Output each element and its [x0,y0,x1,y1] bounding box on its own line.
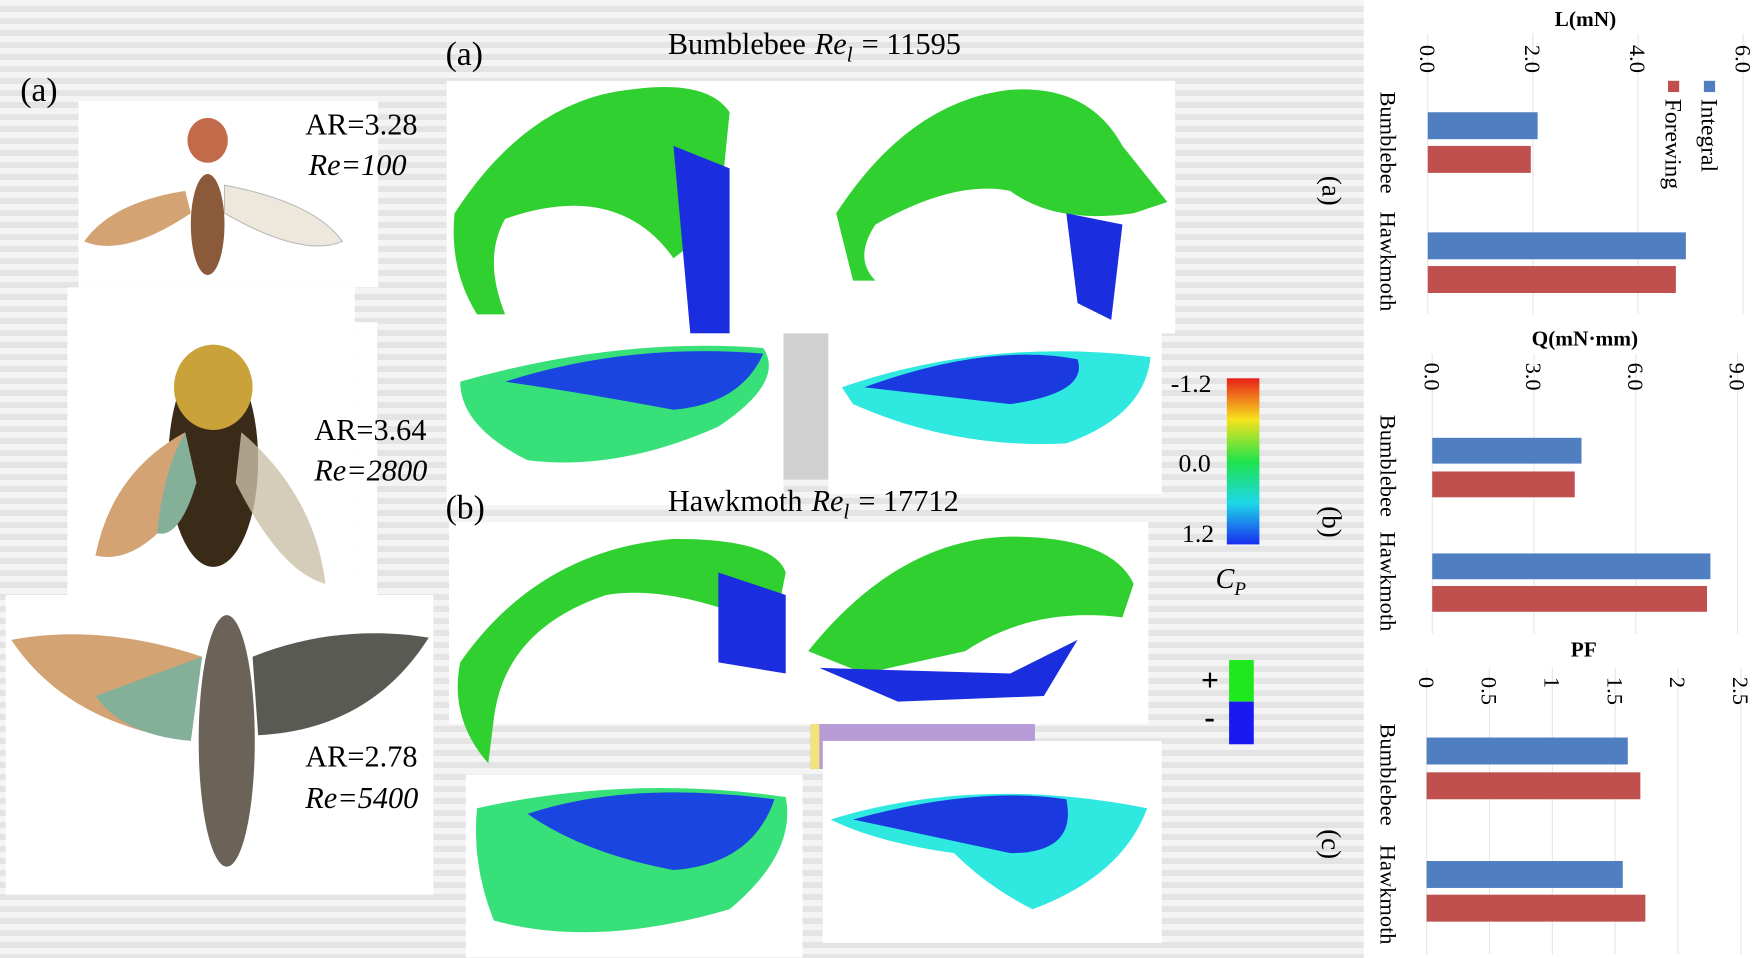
panel-title: Bumblebee Rel = 11595 [668,27,961,67]
chart-title: Q(mN·mm) [1532,327,1639,351]
legend-swatch [1667,80,1680,93]
aspect-ratio: AR=3.64 [314,413,426,447]
title-symbol: Re [810,484,843,518]
vortex-images [446,80,1176,958]
sign-swatch [1229,660,1254,702]
bar [1427,266,1676,293]
category-label: Bumblebee [1376,723,1401,825]
colorbar-tick: -1.2 [1171,369,1212,398]
title-value: = 17712 [858,484,958,518]
title-value: = 11595 [862,27,961,61]
x-tick-label: 0.5 [1477,677,1502,705]
panel-title: Hawkmoth Rel = 17712 [668,484,959,524]
category-label: Hawkmoth [1376,212,1401,312]
x-tick-label: 2.0 [1520,45,1545,73]
panel-label: (a) [446,36,483,73]
legend-swatch [1703,80,1716,93]
x-tick-label: 1 [1539,677,1564,688]
x-tick-label: 3.0 [1521,363,1546,391]
bar [1427,112,1538,140]
bar [1432,553,1711,580]
subscript: P [1233,579,1246,600]
x-tick-label: 6.0 [1730,45,1755,73]
sign-label: + [1201,662,1219,697]
chart-label: (b) [1316,506,1346,537]
bar [1432,437,1582,464]
category-label: Bumblebee [1376,415,1401,517]
title-name: Hawkmoth [668,484,803,518]
reynolds-number: Re=100 [308,148,407,182]
bar [1426,737,1628,765]
bar [1432,471,1575,498]
x-tick-label: 4.0 [1625,45,1650,73]
chart-label: (a) [1316,176,1346,206]
colorbar-label: CP [1216,564,1247,600]
symbol: C [1216,564,1235,595]
title-subscript: l [847,43,853,67]
x-tick-label: 1.5 [1602,677,1627,705]
bar [1426,894,1646,922]
category-label: Bumblebee [1376,91,1401,193]
chart-label: (c) [1316,829,1346,859]
chart-title: L(mN) [1555,7,1617,31]
x-tick-label: 0 [1414,677,1439,688]
x-tick-label: 9.0 [1725,363,1750,391]
x-tick-label: 2 [1665,677,1690,688]
category-label: Hawkmoth [1376,532,1401,632]
chart-title: PF [1571,638,1597,662]
colorbar [1226,378,1260,545]
colorbar-tick: 0.0 [1179,448,1211,477]
x-tick-label: 0.0 [1419,363,1444,391]
title-name: Bumblebee [668,27,806,61]
bar [1427,232,1686,260]
x-tick-label: 2.5 [1728,677,1753,705]
colorbar-tick: 1.2 [1182,519,1214,548]
bar [1426,772,1641,800]
panel-label: (b) [446,490,485,527]
bar [1432,585,1708,612]
sign-swatch [1229,701,1254,745]
aspect-ratio: AR=2.78 [305,740,417,774]
category-label: Hawkmoth [1376,845,1401,945]
panel-label: (a) [20,72,57,109]
x-tick-label: 0.0 [1415,45,1440,73]
aspect-ratio: AR=3.28 [305,108,417,142]
insect-images [5,101,434,895]
sign-label: - [1204,699,1214,734]
bar [1427,145,1531,173]
title-symbol: Re [814,27,847,61]
x-tick-label: 6.0 [1623,363,1648,391]
bar [1426,861,1623,888]
title-subscript: l [843,500,849,524]
reynolds-number: Re=5400 [304,781,418,815]
reynolds-number: Re=2800 [313,453,427,487]
legend-label: Forewing [1660,99,1686,190]
legend-label: Integral [1696,99,1722,173]
